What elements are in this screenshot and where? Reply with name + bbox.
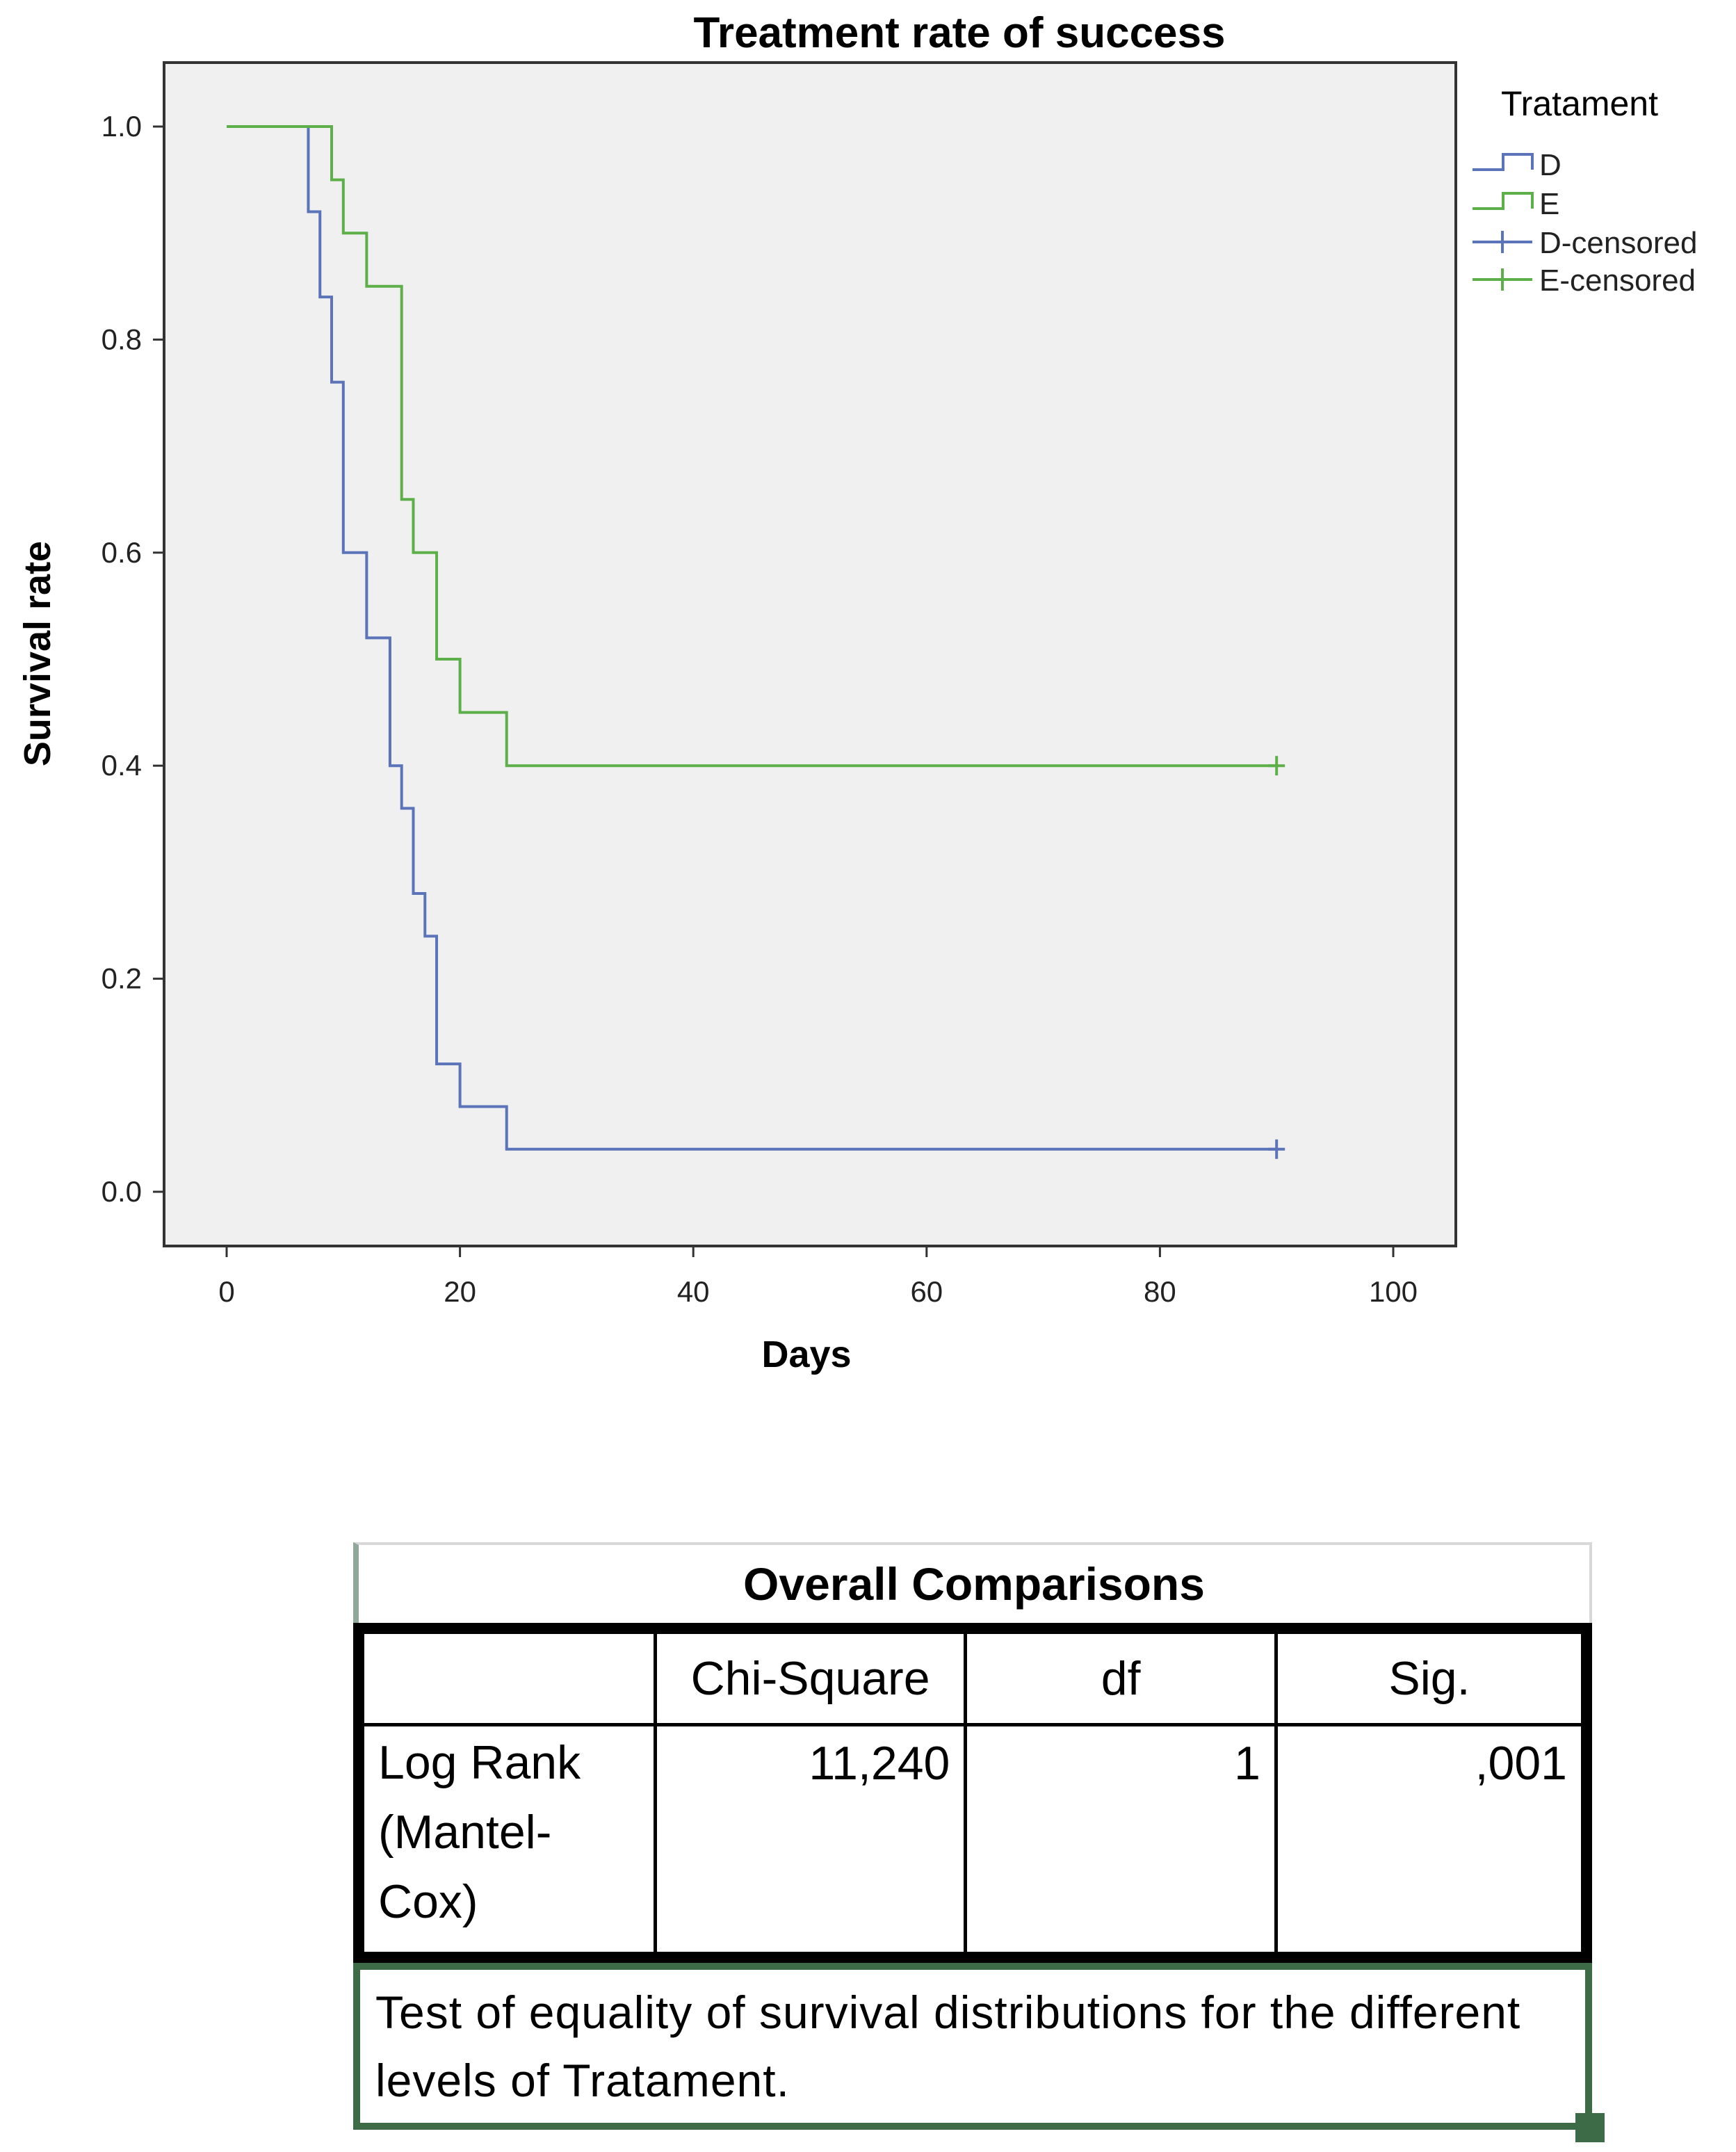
legend-label: D-censored bbox=[1539, 226, 1697, 260]
footnote-text: Test of equality of survival distributio… bbox=[375, 1987, 1521, 2106]
series-line-D bbox=[227, 125, 1277, 1151]
df-value: 1 bbox=[964, 1723, 1278, 1959]
y-tick-label: 0.8 bbox=[102, 323, 142, 355]
legend-label: D bbox=[1539, 148, 1561, 182]
header-cell-df: df bbox=[964, 1626, 1278, 1726]
legend-item: E-censored bbox=[1473, 264, 1696, 298]
header-cell-empty bbox=[357, 1626, 657, 1726]
legend-item: E bbox=[1473, 187, 1559, 221]
legend-label: E bbox=[1539, 187, 1559, 221]
series-layer bbox=[227, 125, 1285, 1159]
y-tick-label: 0.0 bbox=[102, 1175, 142, 1208]
x-tick-label: 80 bbox=[1144, 1275, 1176, 1308]
plot-area bbox=[163, 61, 1457, 1247]
y-axis-label: Survival rate bbox=[17, 541, 58, 766]
x-tick-label: 20 bbox=[444, 1275, 476, 1308]
header-cell-sig: Sig. bbox=[1274, 1626, 1589, 1726]
header-cell-chi-square: Chi-Square bbox=[653, 1626, 968, 1726]
x-axis-label: Days bbox=[761, 1334, 851, 1375]
x-tick-label: 60 bbox=[910, 1275, 943, 1308]
row-label: Log Rank (Mantel-Cox) bbox=[357, 1723, 657, 1959]
axes: 0 20 40 60 80 100 0.0 0.2 0.4 0.6 0.8 1.0 bbox=[102, 110, 1418, 1308]
survival-chart: Treatment rate of success 0 20 40 60 80 100 0.… bbox=[17, 9, 1697, 1375]
censored-mark-E bbox=[1268, 756, 1285, 776]
x-tick-label: 100 bbox=[1369, 1275, 1418, 1308]
y-tick-label: 0.6 bbox=[102, 536, 142, 569]
table-footnote: Test of equality of survival distributio… bbox=[353, 1963, 1605, 2142]
censored-mark-D bbox=[1268, 1139, 1285, 1159]
resize-handle[interactable] bbox=[1575, 2113, 1605, 2142]
y-tick-label: 0.2 bbox=[102, 962, 142, 995]
legend-item: D-censored bbox=[1473, 226, 1697, 260]
series-line-E bbox=[227, 125, 1277, 768]
header-row: Chi-Square df Sig. bbox=[357, 1626, 1589, 1726]
table-row: Log Rank (Mantel-Cox) 11,240 1 ,001 bbox=[357, 1723, 1589, 1959]
legend: Tratament DE D-censored E-censored bbox=[1473, 84, 1697, 298]
chi-square-value: 11,240 bbox=[653, 1723, 968, 1959]
overall-comparisons-table: Overall Comparisons Chi-Square df Sig. L… bbox=[353, 1542, 1605, 2142]
legend-swatch-E bbox=[1473, 192, 1534, 210]
y-tick-label: 1.0 bbox=[102, 110, 142, 143]
legend-item: D bbox=[1473, 148, 1561, 182]
legend-label: E-censored bbox=[1539, 264, 1696, 298]
stats-table: Chi-Square df Sig. Log Rank (Mantel-Cox)… bbox=[353, 1623, 1592, 1963]
x-tick-label: 0 bbox=[218, 1275, 234, 1308]
legend-swatch-D bbox=[1473, 153, 1534, 171]
sig-value: ,001 bbox=[1274, 1723, 1589, 1959]
x-tick-label: 40 bbox=[677, 1275, 710, 1308]
legend-title: Tratament bbox=[1501, 84, 1658, 123]
y-tick-label: 0.4 bbox=[102, 749, 142, 782]
chart-title: Treatment rate of success bbox=[693, 9, 1225, 57]
table-title: Overall Comparisons bbox=[353, 1542, 1592, 1623]
